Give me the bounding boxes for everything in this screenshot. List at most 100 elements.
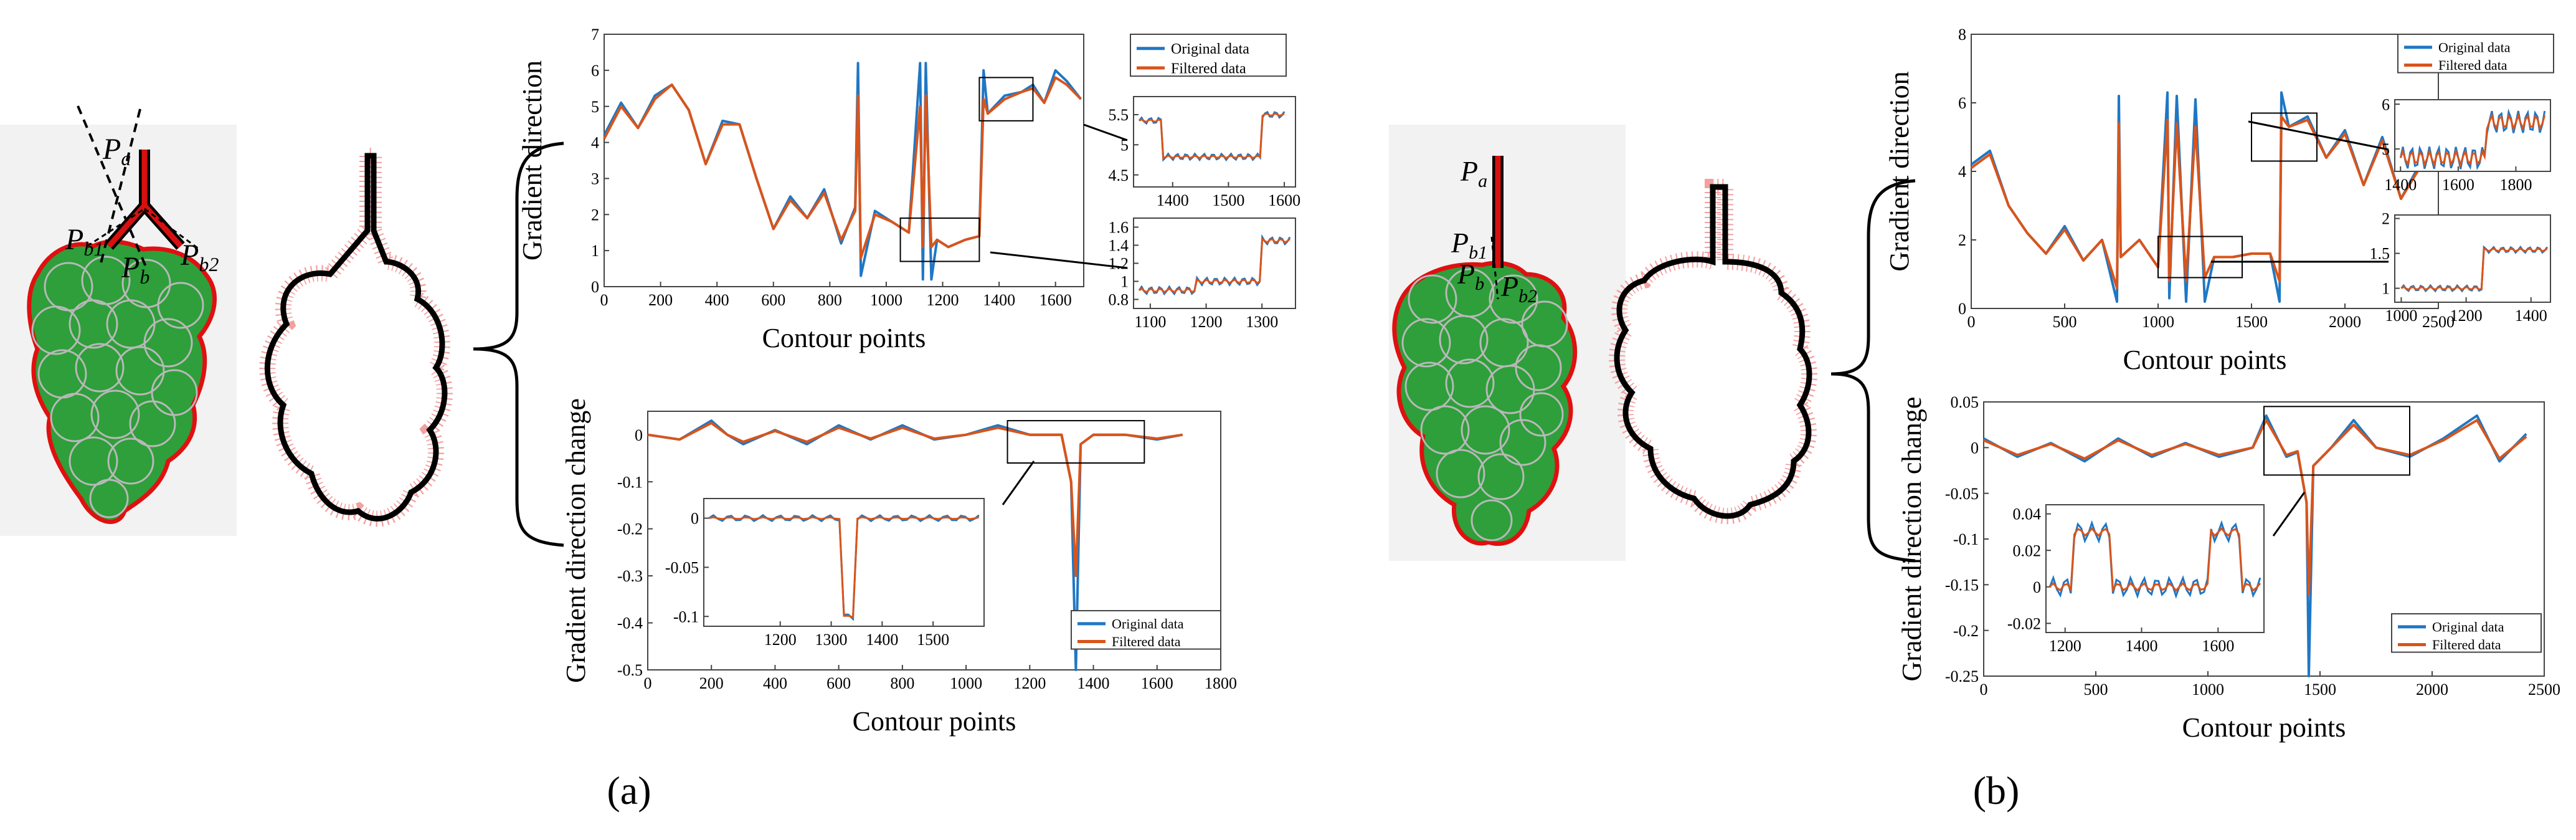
legend-label: Original data <box>2438 40 2511 55</box>
inset-series-filtered <box>708 516 980 619</box>
series-filtered <box>647 421 1183 578</box>
brace-b <box>1830 179 1916 563</box>
y-tick-label: 1.2 <box>1109 255 1129 273</box>
x-tick-label: 1400 <box>983 291 1015 309</box>
y-tick-label: -0.05 <box>665 558 699 576</box>
axes-frame <box>2045 504 2265 633</box>
y-tick-label: 1.4 <box>1109 237 1129 255</box>
zoom-box <box>899 217 980 262</box>
zoom-box <box>2263 406 2410 476</box>
inset-a-bottom: 1200 1300 1400 1500 0 -0.05 -0.1 <box>665 498 985 649</box>
legend-label: Filtered data <box>1112 634 1181 649</box>
y-tick-label: 0.04 <box>2013 505 2042 523</box>
x-tick-label: 1400 <box>2126 637 2158 655</box>
x-tick-label: 1400 <box>2384 176 2417 194</box>
y-tick-label: 0 <box>691 510 699 528</box>
legend-label: Original data <box>1112 616 1184 632</box>
y-tick-label: 0 <box>1971 439 1979 457</box>
y-tick-label: -0.02 <box>2007 614 2041 632</box>
inset-arrow <box>1002 461 1035 505</box>
legend: Original data Filtered data <box>2397 34 2554 74</box>
y-tick-label: 2 <box>591 206 599 224</box>
caption-b: (b) <box>1973 768 2020 813</box>
x-tick-label: 600 <box>761 291 785 309</box>
x-tick-label: 1600 <box>2202 637 2234 655</box>
x-tick-label: 1000 <box>870 291 902 309</box>
x-tick-label: 1200 <box>1013 674 1046 692</box>
x-tick-label: 1500 <box>2304 680 2336 699</box>
grape-illustration-a <box>0 105 237 536</box>
y-tick-label: 0.02 <box>2013 542 2042 560</box>
x-tick-label: 1500 <box>917 631 949 649</box>
y-tick-label: 2 <box>1958 231 1966 249</box>
x-tick-label: 0 <box>1968 313 1976 331</box>
x-tick-label: 1300 <box>1246 313 1278 331</box>
y-tick-label: 1 <box>1120 273 1129 291</box>
y-tick-label: 5 <box>591 98 599 116</box>
axes-frame <box>1133 217 1296 309</box>
y-tick-label: 4 <box>1958 163 1966 181</box>
x-tick-label: 1000 <box>2385 307 2417 325</box>
y-tick-label: 5.5 <box>1109 106 1129 124</box>
zoom-box <box>1006 420 1145 464</box>
y-tick-label: 0.05 <box>1951 393 1979 411</box>
x-tick-label: 1800 <box>2499 176 2532 194</box>
x-tick-label: 1400 <box>1077 674 1110 692</box>
y-tick-label: 6 <box>2382 95 2390 113</box>
x-tick-label: 1200 <box>1190 313 1223 331</box>
axes-frame <box>1133 96 1296 188</box>
zoom-box <box>978 77 1034 122</box>
axes-frame <box>604 34 1084 287</box>
y-axis-label: Gradient direction change <box>1896 397 1927 682</box>
x-tick-label: 1200 <box>927 291 959 309</box>
x-tick-label: 1600 <box>1268 191 1300 209</box>
series-filtered <box>603 76 1082 259</box>
brace-a <box>473 141 564 547</box>
x-axis-label: Contour points <box>2182 712 2346 743</box>
y-tick-label: -0.15 <box>1945 576 1979 594</box>
x-tick-label: 2000 <box>2329 313 2361 331</box>
x-axis-label: Contour points <box>2123 345 2287 375</box>
x-tick-label: 1400 <box>866 631 898 649</box>
y-tick-label: 6 <box>591 62 599 80</box>
x-tick-label: 1800 <box>1205 674 1237 692</box>
x-tick-label: 1000 <box>950 674 982 692</box>
y-tick-label: 2 <box>2382 210 2390 228</box>
y-tick-label: 0 <box>635 426 643 444</box>
inset-series-filtered <box>2049 527 2261 593</box>
y-axis-label: Gradient direction <box>1884 71 1915 271</box>
x-tick-label: 200 <box>648 291 673 309</box>
x-tick-label: 1000 <box>2192 680 2224 699</box>
charts-layer: 0 200 400 600 800 1000 1200 1400 160001234567Con… <box>517 26 2560 743</box>
x-tick-label: 1000 <box>2142 313 2174 331</box>
y-tick-label: -0.2 <box>1953 622 1979 640</box>
x-tick-label: 400 <box>705 291 729 309</box>
y-tick-label: 1 <box>2382 280 2390 298</box>
inset-series-filtered <box>2400 247 2548 291</box>
x-tick-label: 0 <box>1980 680 1988 699</box>
x-tick-label: 1400 <box>2515 307 2547 325</box>
y-tick-label: -0.5 <box>617 661 643 679</box>
legend-box <box>2397 34 2554 74</box>
x-tick-label: 600 <box>826 674 851 692</box>
y-tick-label: 4 <box>591 134 599 152</box>
x-tick-label: 2500 <box>2528 680 2560 699</box>
x-tick-label: 1600 <box>1141 674 1173 692</box>
y-tick-label: 0.8 <box>1109 291 1129 309</box>
x-tick-label: 2500 <box>2422 313 2455 331</box>
series-filtered <box>1983 419 2527 595</box>
legend-label: Filtered data <box>2438 57 2507 73</box>
y-tick-label: -0.1 <box>617 473 643 491</box>
legend: Original data Filtered data <box>1071 610 1221 650</box>
inset-arrow <box>990 251 1128 269</box>
x-tick-label: 1100 <box>1134 313 1166 331</box>
y-tick-label: -0.1 <box>1953 530 1979 548</box>
x-axis-label: Contour points <box>762 323 926 353</box>
inset-series-filtered <box>2399 112 2546 168</box>
x-tick-label: 1600 <box>1039 291 1072 309</box>
x-tick-label: 800 <box>890 674 914 692</box>
y-tick-label: 1 <box>591 242 599 260</box>
x-tick-label: 0 <box>644 674 652 692</box>
inset-series-filtered <box>1139 112 1285 160</box>
